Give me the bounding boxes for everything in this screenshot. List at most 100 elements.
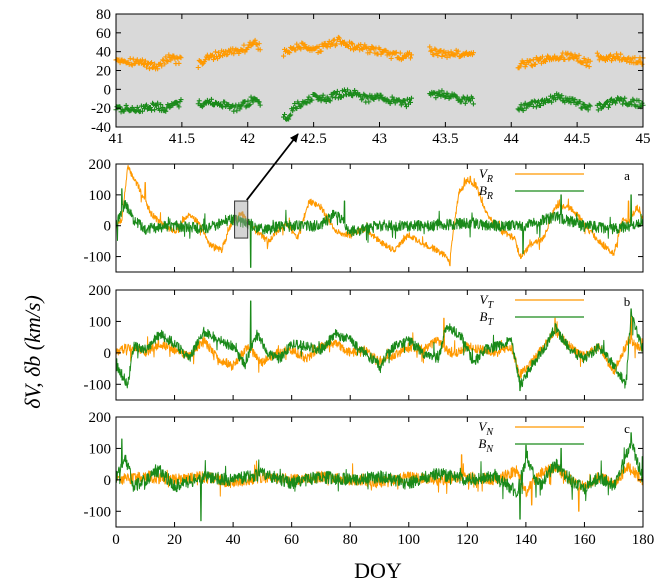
inset-marker: [322, 40, 328, 46]
inset-marker: [165, 59, 171, 65]
inset-marker: [527, 58, 533, 64]
inset-marker: [163, 108, 169, 114]
inset-marker: [360, 95, 366, 101]
inset-marker: [608, 52, 614, 58]
inset-marker: [168, 57, 174, 63]
x-tick-label: 160: [573, 532, 596, 548]
inset-x-tick-label: 42: [240, 131, 255, 147]
legend-label: VT: [479, 292, 494, 311]
inset-marker: [288, 112, 294, 118]
inset-marker: [618, 51, 624, 57]
inset-marker: [290, 108, 296, 114]
inset-marker: [123, 102, 129, 108]
inset-marker: [577, 99, 583, 105]
inset-marker: [281, 53, 287, 59]
inset-y-tick-label: 60: [96, 26, 111, 42]
inset-marker: [604, 98, 610, 104]
highlight-box: [234, 200, 249, 239]
zoom-annotation: [234, 133, 299, 239]
y-tick-label: 0: [104, 346, 112, 362]
legend-label: VR: [479, 166, 493, 185]
inset-marker: [160, 104, 166, 110]
inset-marker: [195, 65, 201, 71]
inset-marker: [621, 98, 627, 104]
legend-main: V: [478, 419, 488, 434]
inset-marker: [523, 105, 529, 111]
inset-marker: [149, 107, 155, 113]
inset-marker: [536, 56, 542, 62]
inset-x-tick-label: 42.5: [301, 131, 327, 147]
legend-sub: R: [486, 174, 493, 185]
inset-marker: [442, 94, 448, 100]
x-axis-label: DOY: [354, 558, 402, 583]
inset-marker: [427, 44, 433, 50]
inset-marker: [595, 107, 601, 113]
inset-x-tick-label: 45: [636, 131, 651, 147]
inset-marker: [250, 99, 256, 105]
inset-x-tick-label: 41: [109, 131, 124, 147]
legend-main: B: [479, 309, 487, 324]
inset-marker: [252, 37, 258, 43]
inset-marker: [604, 56, 610, 62]
inset-marker: [155, 100, 161, 106]
inset-marker: [565, 50, 571, 56]
inset-marker: [606, 102, 612, 108]
inset-marker: [159, 63, 165, 69]
inset-marker: [348, 46, 354, 52]
inset-marker: [603, 99, 609, 105]
inset-marker: [533, 104, 539, 110]
inset-y-tick-label: 20: [96, 64, 111, 80]
inset-marker: [330, 90, 336, 96]
inset-marker: [526, 102, 532, 108]
panel-c-data: [116, 432, 643, 522]
inset-marker: [139, 108, 145, 114]
inset-panel: 41 41.5 42 42.5 43 43.5 44 44.5 45 -40 -20 0 20 40 60 8…: [91, 7, 651, 147]
inset-marker: [245, 98, 251, 104]
inset-marker: [286, 49, 292, 55]
inset-marker: [143, 64, 149, 70]
inset-marker: [216, 50, 222, 56]
legend-main: B: [479, 183, 487, 198]
inset-marker: [174, 99, 180, 105]
inset-marker: [616, 55, 622, 61]
inset-marker: [142, 58, 148, 64]
inset-marker: [624, 58, 630, 64]
inset-y-tick-label: -20: [91, 101, 111, 117]
panel-b-data: [116, 300, 643, 392]
inset-marker: [318, 48, 324, 54]
inset-marker: [350, 41, 356, 47]
inset-x-tick-label: 43: [372, 131, 387, 147]
inset-marker: [378, 51, 384, 57]
inset-marker: [329, 94, 335, 100]
inset-x-tick-label: 44.5: [564, 131, 590, 147]
inset-marker: [199, 61, 205, 67]
inset-marker: [282, 111, 288, 117]
inset-marker: [439, 53, 445, 59]
inset-marker: [210, 57, 216, 63]
x-tick-label: 60: [284, 532, 299, 548]
inset-marker: [462, 100, 468, 106]
legend-main: B: [478, 436, 486, 451]
y-tick-label: -100: [84, 377, 112, 393]
inset-marker: [545, 53, 551, 59]
inset-marker: [581, 102, 587, 108]
inset-y-tick-label: 0: [104, 82, 112, 98]
inset-marker: [407, 55, 413, 61]
legend-label: VN: [478, 419, 494, 438]
inset-marker: [222, 99, 228, 105]
inset-marker: [287, 50, 293, 56]
inset-marker: [636, 98, 642, 104]
inset-marker: [389, 94, 395, 100]
x-tick-label: 80: [343, 532, 358, 548]
inset-marker: [178, 97, 184, 103]
inset-marker: [298, 46, 304, 52]
inset-marker: [324, 44, 330, 50]
inset-marker: [162, 61, 168, 67]
inset-marker: [438, 47, 444, 53]
inset-marker: [622, 95, 628, 101]
inset-marker: [393, 49, 399, 55]
inset-marker: [345, 87, 351, 93]
inset-marker: [431, 89, 437, 95]
inset-marker: [522, 64, 528, 70]
